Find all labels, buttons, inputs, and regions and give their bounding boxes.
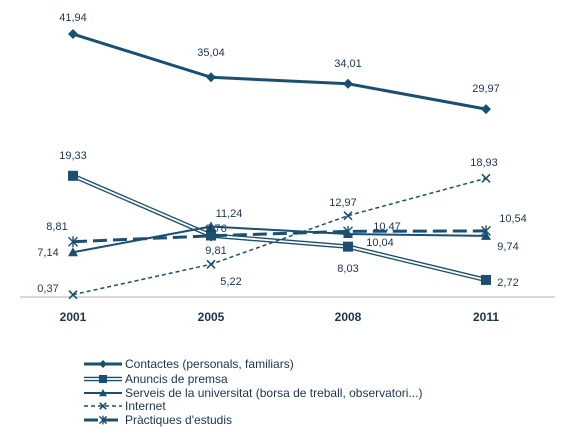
data-label-internet-2011: 18,93 (470, 157, 498, 169)
legend-label-contactes-personals-familiars: Contactes (personals, familiars) (125, 357, 294, 371)
legend-marker-internet (99, 402, 107, 410)
data-label-contactes-personals-familiars-2005: 35,04 (197, 47, 225, 59)
series-contactes-personals-familiars (68, 29, 491, 115)
data-point-internet-2001 (68, 290, 78, 300)
data-label-internet-2001: 0,37 (37, 283, 58, 295)
series-line-anuncis-de-premsa-inner (72, 174, 487, 281)
legend-item-pr-ctiques-d-estudis: Pràctiques d'estudis (84, 413, 232, 427)
legend-marker-pr-ctiques-d-estudis (98, 415, 108, 425)
data-point-contactes-personals-familiars-2011 (481, 104, 491, 115)
data-point-anuncis-de-premsa-2001 (68, 170, 78, 181)
legend-marker-serveis-de-la-universitat-borsa-de-treball-observatori (99, 389, 107, 397)
legend-label-internet: Internet (125, 399, 166, 413)
data-point-anuncis-de-premsa-2011 (481, 274, 491, 285)
legend-label-pr-ctiques-d-estudis: Pràctiques d'estudis (125, 413, 232, 427)
data-point-internet-2005 (206, 259, 216, 269)
data-label-serveis-de-la-universitat-borsa-de-treball-observatori-2001: 7,14 (37, 247, 58, 259)
data-label-anuncis-de-premsa-2001: 19,33 (59, 150, 87, 162)
data-label-pr-ctiques-d-estudis-2011: 10,54 (499, 213, 527, 225)
data-label-internet-2008: 12,97 (329, 197, 357, 209)
data-label-anuncis-de-premsa-2005: 9,81 (205, 245, 226, 257)
data-point-pr-ctiques-d-estudis-2001 (68, 236, 78, 248)
data-point-contactes-personals-familiars-2005 (206, 72, 216, 83)
legend-label-anuncis-de-premsa: Anuncis de premsa (125, 372, 228, 386)
series-line-internet (72, 177, 487, 296)
x-tick-2005: 2005 (198, 310, 225, 324)
data-point-pr-ctiques-d-estudis-2011 (481, 225, 491, 237)
data-point-serveis-de-la-universitat-borsa-de-treball-observatori-2001 (68, 247, 78, 257)
data-label-pr-ctiques-d-estudis-2005: 9,76 (205, 223, 226, 235)
data-label-contactes-personals-familiars-2008: 34,01 (334, 58, 362, 70)
data-label-serveis-de-la-universitat-borsa-de-treball-observatori-2011: 9,74 (497, 241, 518, 253)
series-internet (68, 173, 491, 300)
data-label-anuncis-de-premsa-2008: 8,03 (337, 263, 358, 275)
data-point-serveis-de-la-universitat-borsa-de-treball-observatori-2005 (206, 221, 216, 231)
series-line-contactes-personals-familiars (72, 32, 487, 111)
data-label-pr-ctiques-d-estudis-2001: 8,81 (46, 221, 67, 233)
x-tick-2001: 2001 (60, 310, 87, 324)
series-line-pr-ctiques-d-estudis (72, 229, 487, 244)
data-label-contactes-personals-familiars-2011: 29,97 (472, 83, 500, 95)
x-tick-2011: 2011 (473, 310, 499, 324)
legend-marker-anuncis-de-premsa (99, 375, 107, 383)
series-anuncis-de-premsa (68, 170, 491, 285)
legend-item-serveis-de-la-universitat-borsa-de-treball-observatori: Serveis de la universitat (borsa de treb… (84, 386, 422, 400)
legend-marker-contactes-personals-familiars (99, 360, 107, 368)
data-point-anuncis-de-premsa-2008 (343, 241, 353, 252)
data-point-internet-2008 (343, 211, 353, 221)
data-point-contactes-personals-familiars-2001 (68, 29, 78, 40)
data-label-contactes-personals-familiars-2001: 41,94 (59, 12, 87, 24)
data-point-contactes-personals-familiars-2008 (343, 78, 353, 89)
x-tick-2008: 2008 (335, 310, 362, 324)
data-point-internet-2011 (481, 173, 491, 183)
data-label-serveis-de-la-universitat-borsa-de-treball-observatori-2005: 11,24 (216, 208, 243, 220)
legend-item-anuncis-de-premsa: Anuncis de premsa (84, 372, 228, 386)
legend-item-contactes-personals-familiars: Contactes (personals, familiars) (84, 357, 294, 371)
series-pr-ctiques-d-estudis (68, 225, 491, 248)
legend-label-serveis-de-la-universitat-borsa-de-treball-observatori: Serveis de la universitat (borsa de treb… (125, 386, 422, 400)
data-label-anuncis-de-premsa-2011: 2,72 (497, 277, 518, 289)
data-point-pr-ctiques-d-estudis-2008 (343, 225, 353, 237)
data-label-serveis-de-la-universitat-borsa-de-treball-observatori-2008: 10,04 (366, 237, 394, 249)
data-point-pr-ctiques-d-estudis-2005 (206, 230, 216, 242)
data-label-pr-ctiques-d-estudis-2008: 10,47 (373, 221, 401, 233)
data-label-internet-2005: 5,22 (220, 276, 241, 288)
legend-item-internet: Internet (84, 399, 166, 413)
